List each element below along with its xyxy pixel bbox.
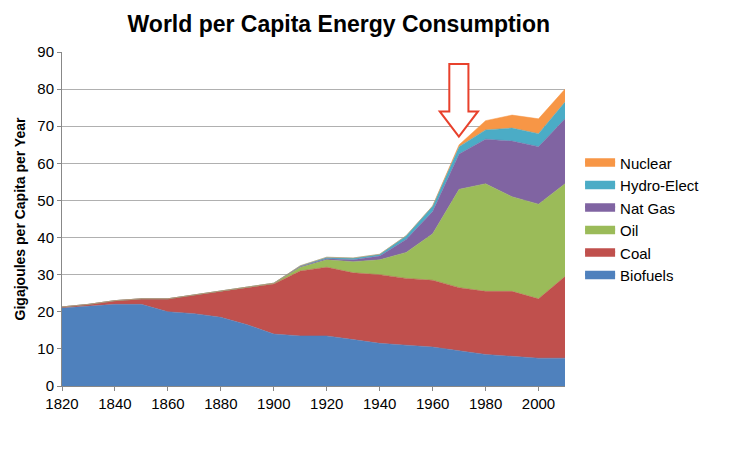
svg-text:1900: 1900 (257, 395, 290, 412)
svg-text:2000: 2000 (522, 395, 555, 412)
svg-text:1820: 1820 (45, 395, 78, 412)
svg-text:Oil: Oil (620, 222, 638, 239)
svg-text:80: 80 (37, 80, 54, 97)
svg-text:1880: 1880 (204, 395, 237, 412)
svg-text:World per Capita Energy Consum: World per Capita Energy Consumption (128, 11, 551, 37)
svg-text:1980: 1980 (469, 395, 502, 412)
svg-text:20: 20 (37, 303, 54, 320)
svg-text:Coal: Coal (620, 245, 651, 262)
svg-text:30: 30 (37, 266, 54, 283)
svg-text:1960: 1960 (416, 395, 449, 412)
svg-text:Nat Gas: Nat Gas (620, 200, 675, 217)
svg-text:40: 40 (37, 229, 54, 246)
svg-text:Hydro-Elect: Hydro-Elect (620, 177, 699, 194)
svg-text:10: 10 (37, 340, 54, 357)
svg-text:90: 90 (37, 43, 54, 60)
svg-text:1860: 1860 (151, 395, 184, 412)
svg-text:70: 70 (37, 117, 54, 134)
svg-text:Gigajoules per Capita per Year: Gigajoules per Capita per Year (12, 117, 28, 320)
svg-text:50: 50 (37, 192, 54, 209)
svg-text:Nuclear: Nuclear (620, 155, 672, 172)
svg-text:1840: 1840 (98, 395, 131, 412)
svg-text:1940: 1940 (363, 395, 396, 412)
svg-text:60: 60 (37, 155, 54, 172)
svg-text:1920: 1920 (310, 395, 343, 412)
svg-text:0: 0 (46, 377, 54, 394)
svg-text:Biofuels: Biofuels (620, 267, 673, 284)
